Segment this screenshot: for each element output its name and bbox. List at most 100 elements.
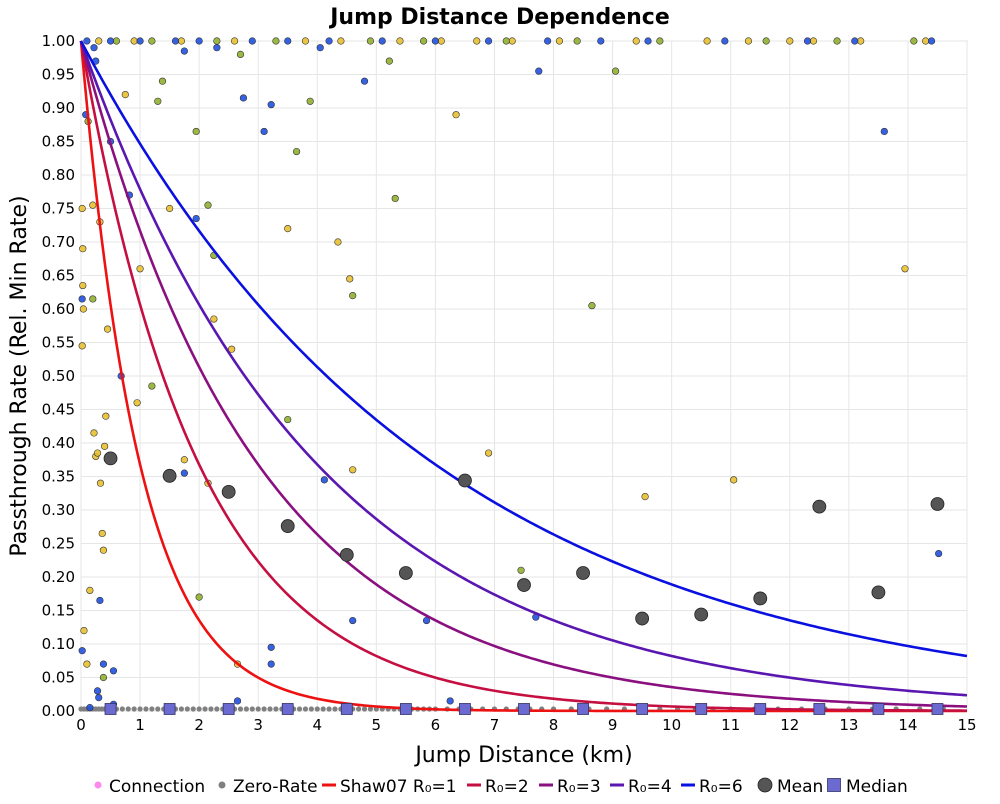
connection-point-yellow <box>744 37 753 45</box>
y-tick-label: 0.90 <box>42 99 75 117</box>
y-tick-label: 0.95 <box>42 66 75 84</box>
connection-point-green <box>213 37 221 45</box>
mean-marker <box>398 566 413 580</box>
connection-point-blue <box>78 647 86 655</box>
zero-rate-point <box>131 706 137 712</box>
connection-point-yellow <box>484 449 493 457</box>
connection-point-green <box>306 97 314 105</box>
connection-point-yellow <box>99 546 108 554</box>
y-tick-label: 1.00 <box>42 32 75 50</box>
connection-point-blue <box>360 77 369 85</box>
zero-rate-point <box>326 706 332 712</box>
connection-point-blue <box>535 67 543 75</box>
curve-r0-6 <box>79 40 968 658</box>
zero-rate-point <box>125 706 131 712</box>
connection-point-yellow <box>632 37 640 45</box>
connection-point-yellow <box>349 466 357 474</box>
connection-point-blue <box>284 37 292 45</box>
connection-point-yellow <box>78 204 86 213</box>
connection-point-yellow <box>166 204 174 213</box>
connection-point-blue <box>195 37 203 45</box>
mean-marker <box>812 499 827 514</box>
connection-point-blue <box>93 687 102 695</box>
connection-point-yellow <box>346 275 354 283</box>
connection-point-blue <box>83 37 91 45</box>
zero-rate-point <box>184 706 190 712</box>
connection-point-yellow <box>98 529 106 538</box>
median-marker <box>813 703 826 715</box>
legend-item: Mean <box>757 777 823 797</box>
x-tick-label: 6 <box>431 716 441 734</box>
zero-rate-point <box>143 706 149 712</box>
connection-point-blue <box>935 549 943 558</box>
y-tick-label: 0.55 <box>42 334 75 352</box>
connection-point-yellow <box>79 281 87 290</box>
connection-point-blue <box>721 37 729 45</box>
connection-point-yellow <box>89 201 97 209</box>
x-tick-label: 8 <box>549 716 559 734</box>
median-marker <box>222 703 235 715</box>
connection-point-green <box>192 127 200 136</box>
connection-point-green <box>272 37 280 45</box>
curve-r0-3 <box>79 40 968 708</box>
x-tick-label: 2 <box>194 716 204 734</box>
zero-rate-point <box>356 706 362 712</box>
connection-point-yellow <box>901 265 909 273</box>
connection-point-yellow <box>136 265 144 273</box>
connection-point-green <box>99 673 108 682</box>
x-tick-label: 3 <box>253 716 263 734</box>
zero-rate-point <box>190 706 196 712</box>
connection-point-blue <box>431 37 440 45</box>
legend-label: Mean <box>777 777 823 797</box>
x-tick-label: 15 <box>957 716 976 734</box>
x-tick-label: 5 <box>372 716 382 734</box>
y-tick-labels: 0.00 0.05 0.10 0.15 0.20 0.25 0.30 0.35 0.40 0.45… <box>42 32 75 720</box>
connection-point-blue <box>267 660 275 668</box>
connection-point-green <box>419 37 428 45</box>
zero-rate-point <box>178 706 185 712</box>
x-tick-label: 14 <box>898 716 917 734</box>
connection-point-yellow <box>284 225 292 233</box>
mean-marker <box>339 547 354 562</box>
zero-rate-point <box>361 706 368 712</box>
y-tick-label: 0.45 <box>42 401 75 419</box>
connection-point-blue <box>106 37 115 45</box>
median-marker <box>518 703 530 715</box>
mean-marker <box>280 519 295 533</box>
zero-rate-point <box>243 706 249 712</box>
y-tick-label: 0.05 <box>42 669 75 687</box>
zero-rate-point <box>155 706 161 712</box>
legend: Connection Zero-Rate Shaw07 R₀=1 R₀=2 R₀=3 R₀… <box>94 777 908 797</box>
mean-marker <box>753 591 768 606</box>
connection-point-blue <box>927 37 936 45</box>
connection-point-green <box>588 302 596 310</box>
legend-swatch <box>94 781 102 789</box>
zero-rate-point <box>367 706 374 712</box>
connection-point-yellow <box>79 245 87 253</box>
legend-item: Connection <box>94 777 205 797</box>
connection-point-yellow <box>473 37 481 45</box>
connection-point-blue <box>171 37 180 45</box>
y-tick-label: 0.35 <box>42 468 75 486</box>
zero-rate-point <box>302 706 309 712</box>
y-tick-label: 0.15 <box>42 602 75 620</box>
connection-point-yellow <box>730 476 738 484</box>
legend-label: R₀=6 <box>699 777 743 797</box>
connection-point-green <box>292 147 301 156</box>
connection-point-yellow <box>95 37 103 45</box>
x-tick-label: 10 <box>662 716 681 734</box>
median-marker <box>754 703 767 715</box>
y-tick-label: 0.70 <box>42 233 75 251</box>
zero-rate-point <box>149 706 155 712</box>
connection-point-green <box>236 50 245 59</box>
mean-marker <box>517 578 531 592</box>
y-tick-label: 0.80 <box>42 166 75 184</box>
legend-swatch <box>827 778 841 792</box>
legend-label: Shaw07 R₀=1 <box>340 777 457 797</box>
connection-point-blue <box>267 643 275 651</box>
connection-point-blue <box>325 37 333 45</box>
connection-point-green <box>762 37 770 45</box>
connection-point-blue <box>851 37 859 45</box>
zero-rate-point <box>267 706 273 712</box>
